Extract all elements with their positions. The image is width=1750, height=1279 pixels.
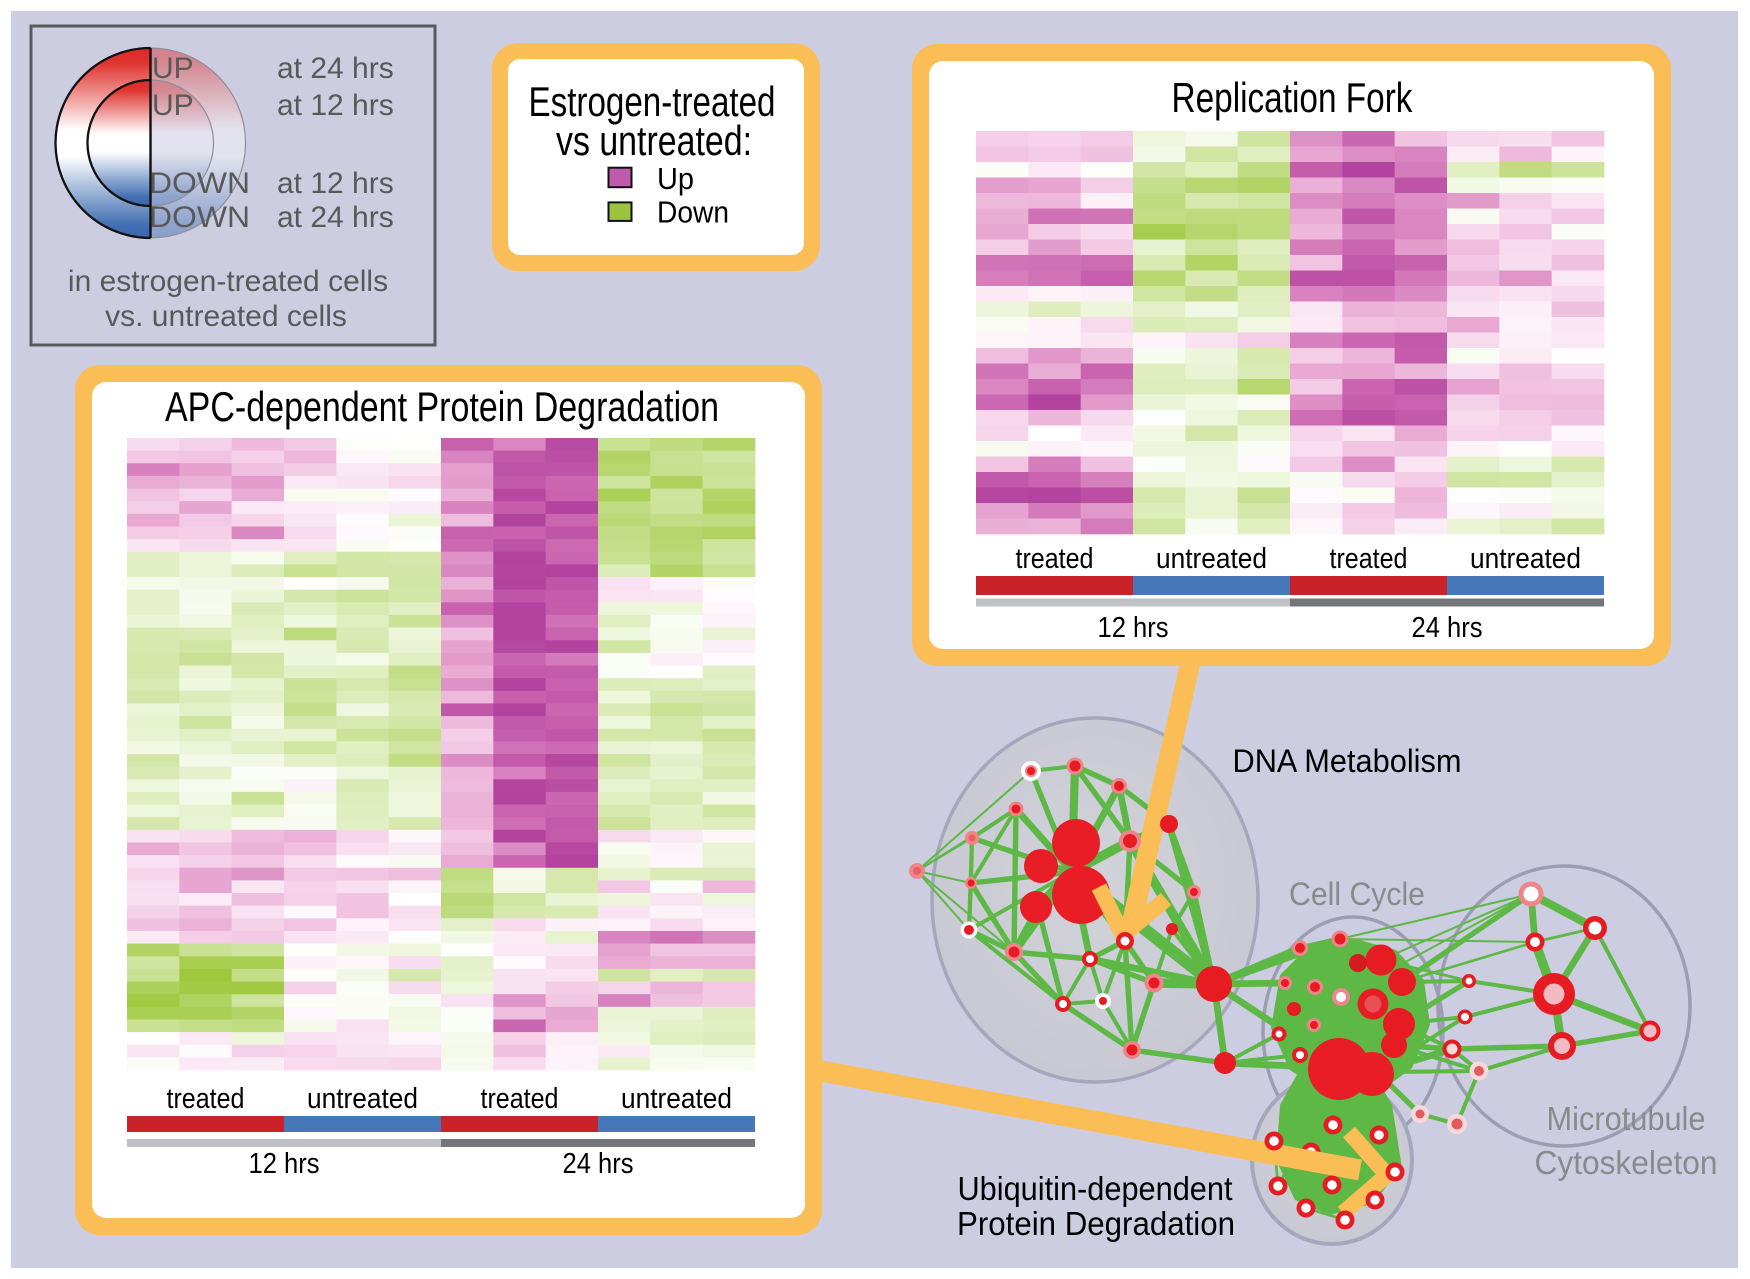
svg-text:UP: UP bbox=[152, 89, 194, 122]
svg-text:Cytoskeleton: Cytoskeleton bbox=[1535, 1144, 1718, 1181]
svg-text:24 hrs: 24 hrs bbox=[563, 1148, 634, 1180]
svg-text:UP: UP bbox=[152, 52, 194, 85]
svg-text:Down: Down bbox=[657, 195, 729, 230]
svg-text:untreated: untreated bbox=[621, 1083, 732, 1115]
svg-text:DOWN: DOWN bbox=[149, 167, 250, 200]
svg-text:at 12 hrs: at 12 hrs bbox=[277, 167, 394, 200]
svg-text:DOWN: DOWN bbox=[149, 201, 250, 234]
svg-text:Protein Degradation: Protein Degradation bbox=[957, 1205, 1235, 1242]
svg-text:treated: treated bbox=[167, 1083, 245, 1115]
svg-text:Up: Up bbox=[657, 161, 694, 196]
svg-text:24 hrs: 24 hrs bbox=[1412, 612, 1483, 644]
svg-text:at 24 hrs: at 24 hrs bbox=[277, 52, 394, 85]
svg-text:untreated: untreated bbox=[1156, 543, 1267, 575]
svg-text:at 24 hrs: at 24 hrs bbox=[277, 201, 394, 234]
svg-text:Estrogen-treated: Estrogen-treated bbox=[529, 78, 776, 125]
svg-text:DNA Metabolism: DNA Metabolism bbox=[1233, 743, 1462, 779]
svg-text:in estrogen-treated cells: in estrogen-treated cells bbox=[68, 265, 388, 298]
svg-text:12 hrs: 12 hrs bbox=[249, 1148, 320, 1180]
svg-text:treated: treated bbox=[1016, 543, 1094, 575]
svg-text:Ubiquitin-dependent: Ubiquitin-dependent bbox=[958, 1170, 1233, 1207]
svg-text:vs. untreated cells: vs. untreated cells bbox=[105, 300, 347, 333]
svg-text:untreated: untreated bbox=[1470, 543, 1581, 575]
svg-text:untreated: untreated bbox=[307, 1083, 418, 1115]
svg-text:Cell Cycle: Cell Cycle bbox=[1289, 876, 1425, 912]
svg-text:treated: treated bbox=[481, 1083, 559, 1115]
svg-text:APC-dependent Protein Degradat: APC-dependent Protein Degradation bbox=[165, 383, 719, 430]
svg-text:12 hrs: 12 hrs bbox=[1098, 612, 1169, 644]
svg-text:Microtubule: Microtubule bbox=[1547, 1100, 1706, 1137]
svg-text:treated: treated bbox=[1330, 543, 1408, 575]
svg-text:vs untreated:: vs untreated: bbox=[556, 117, 752, 164]
svg-text:at 12 hrs: at 12 hrs bbox=[277, 89, 394, 122]
svg-text:Replication Fork: Replication Fork bbox=[1172, 74, 1414, 121]
